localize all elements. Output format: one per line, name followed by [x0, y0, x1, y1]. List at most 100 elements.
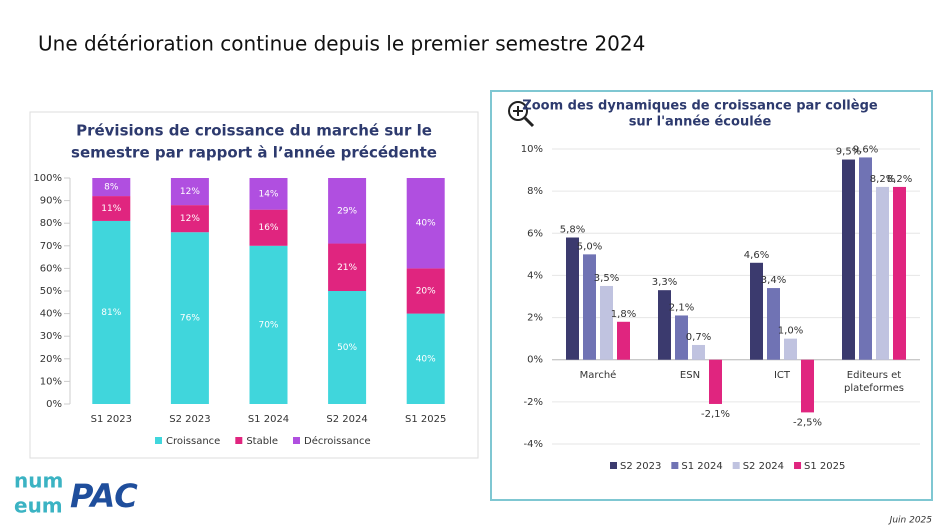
data-label: -2,5% — [793, 417, 822, 428]
chart-title: Zoom des dynamiques de croissance par co… — [522, 99, 878, 114]
bar-segment — [92, 178, 131, 197]
data-label: 21% — [337, 263, 357, 273]
data-label: 40% — [416, 219, 436, 229]
data-label: 3,3% — [652, 277, 677, 288]
y-tick-label: 40% — [40, 309, 62, 320]
data-label: 12% — [180, 187, 200, 197]
data-label: 5,8% — [560, 225, 585, 236]
data-label: 20% — [416, 287, 436, 297]
y-tick-label: -2% — [524, 397, 543, 408]
x-tick-label: S1 2024 — [248, 414, 289, 425]
y-tick-label: 2% — [527, 313, 543, 324]
y-tick-label: 50% — [40, 286, 62, 297]
x-tick-label: ICT — [773, 370, 791, 381]
y-tick-label: 100% — [33, 173, 62, 184]
bar — [767, 288, 780, 360]
data-label: 29% — [337, 206, 357, 216]
bar — [675, 315, 688, 360]
data-label: 4,6% — [744, 250, 769, 261]
bar — [801, 359, 814, 413]
legend-label: Stable — [246, 436, 278, 447]
data-label: 8,2% — [870, 174, 895, 185]
x-tick-label-box: ICT — [773, 370, 791, 381]
bar — [893, 186, 906, 360]
x-tick-label: S2 2023 — [169, 414, 210, 425]
x-tick-label: ESN — [679, 370, 701, 381]
data-label: 11% — [101, 204, 121, 214]
y-tick-label: 60% — [40, 263, 62, 274]
bar-segment — [406, 178, 445, 269]
data-label: 8% — [104, 183, 119, 193]
x-tick-label-box: Marché — [579, 370, 617, 381]
x-tick-label: Editeurs et plateformes — [843, 370, 904, 394]
legend-label: Croissance — [166, 436, 220, 447]
bar — [750, 262, 763, 360]
y-tick-label: -4% — [524, 439, 543, 450]
data-label: 8,2% — [887, 174, 912, 185]
data-label: 76% — [180, 314, 200, 324]
legend-swatch — [732, 462, 740, 469]
logo-pac: PAC — [70, 477, 138, 515]
bar-segment — [406, 268, 445, 314]
legend-swatch — [794, 462, 802, 469]
data-label: 1,8% — [611, 309, 636, 320]
footer-date: Juin 2025 — [888, 516, 933, 526]
y-tick-label: 4% — [527, 270, 543, 281]
bar-segment — [249, 209, 288, 246]
y-tick-label: 80% — [40, 218, 62, 229]
bar — [709, 359, 722, 404]
x-tick-label-box: Editeurs et plateformes — [843, 370, 904, 394]
data-label: 70% — [258, 320, 278, 330]
legend-label: S2 2023 — [620, 461, 661, 472]
bar — [859, 157, 872, 360]
bar — [876, 186, 889, 360]
data-label: 3,5% — [594, 273, 619, 284]
data-label: 16% — [258, 223, 278, 233]
legend-swatch — [155, 437, 162, 444]
x-tick-label: Marché — [579, 370, 617, 381]
y-tick-label: 8% — [527, 186, 543, 197]
data-label: -2,1% — [701, 409, 730, 420]
logo-numeum: eum — [14, 494, 63, 518]
bar-segment — [170, 232, 209, 404]
data-label: 3,4% — [761, 275, 786, 286]
bar-segment — [170, 178, 209, 206]
y-tick-label: 90% — [40, 196, 62, 207]
y-tick-label: 6% — [527, 228, 543, 239]
data-label: 81% — [101, 308, 121, 318]
data-label: 9,6% — [853, 144, 878, 155]
data-label: 2,1% — [669, 302, 694, 313]
bar — [566, 237, 579, 360]
y-tick-label: 0% — [527, 355, 543, 366]
legend-label: Décroissance — [304, 435, 371, 447]
x-tick-label: S1 2023 — [91, 414, 132, 425]
bar — [784, 338, 797, 360]
chart-title: Prévisions de croissance du marché sur l… — [76, 122, 432, 140]
page-title: Une détérioration continue depuis le pre… — [38, 32, 645, 56]
bar — [583, 254, 596, 360]
x-tick-label: S1 2025 — [405, 414, 446, 425]
legend-label: S1 2025 — [804, 461, 845, 472]
bar-segment — [328, 243, 367, 291]
x-tick-label-box: ESN — [679, 370, 701, 381]
bar-segment — [328, 178, 367, 244]
data-label: 14% — [258, 189, 278, 199]
y-tick-label: 70% — [40, 241, 62, 252]
legend-swatch — [235, 437, 243, 444]
data-label: 50% — [337, 343, 357, 353]
legend-label: S2 2024 — [743, 461, 784, 472]
legend-swatch — [610, 462, 617, 469]
bar-segment — [92, 220, 131, 404]
logo-numeum: num — [14, 469, 63, 493]
chart-title: semestre par rapport à l’année précédent… — [71, 144, 437, 162]
panel-2 — [490, 90, 933, 501]
data-label: 5,0% — [577, 241, 602, 252]
bar-segment — [249, 245, 288, 404]
legend-swatch — [671, 462, 679, 469]
data-label: 40% — [416, 354, 436, 364]
bar — [692, 344, 705, 360]
bar — [617, 321, 630, 360]
data-label: 12% — [180, 214, 200, 224]
y-tick-label: 10% — [40, 376, 62, 387]
y-tick-label: 20% — [40, 354, 62, 365]
